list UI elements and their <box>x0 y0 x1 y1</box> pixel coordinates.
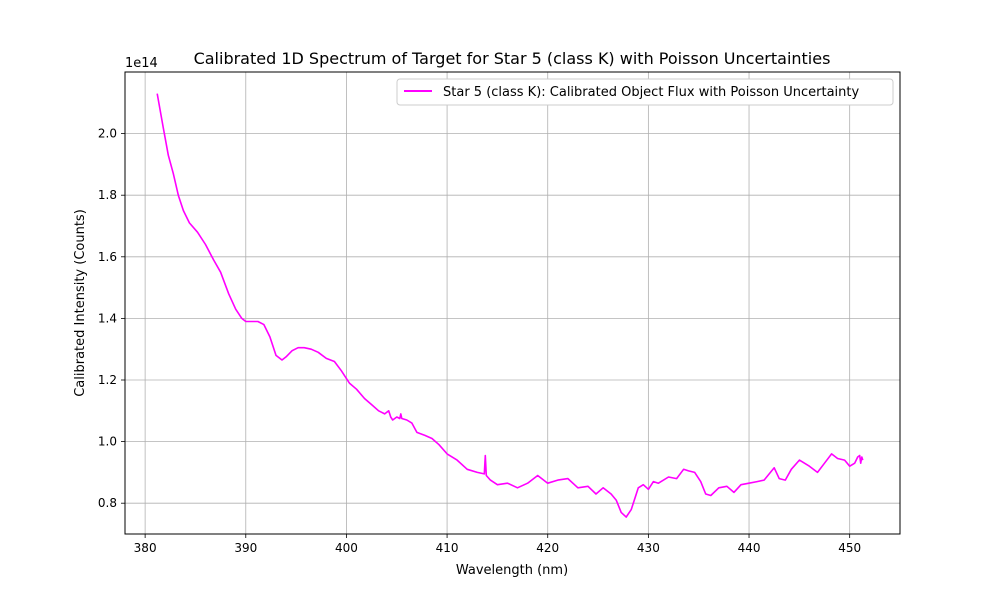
x-axis: 380 390 400 410 420 430 440 450 <box>134 534 861 555</box>
y-tick-label: 1.8 <box>98 188 117 202</box>
y-tick-label: 0.8 <box>98 496 117 510</box>
y-tick-label: 1.4 <box>98 311 117 325</box>
plot-area <box>156 93 864 518</box>
x-tick-label: 400 <box>335 541 358 555</box>
plot-frame <box>124 71 901 535</box>
x-tick-label: 440 <box>738 541 761 555</box>
x-tick-label: 410 <box>436 541 459 555</box>
x-tick-label: 450 <box>838 541 861 555</box>
x-axis-label: Wavelength (nm) <box>456 563 568 578</box>
y-tick-label: 1.0 <box>98 435 117 449</box>
y-tick-label: 1.2 <box>98 373 117 387</box>
y-tick-label: 2.0 <box>98 127 117 141</box>
x-tick-label: 390 <box>234 541 257 555</box>
series-line <box>156 93 864 518</box>
grid <box>125 72 900 534</box>
chart-title: Calibrated 1D Spectrum of Target for Sta… <box>194 49 831 68</box>
x-tick-label: 420 <box>536 541 559 555</box>
legend: Star 5 (class K): Calibrated Object Flux… <box>396 78 894 106</box>
y-tick-label: 1.6 <box>98 250 117 264</box>
x-tick-label: 380 <box>134 541 157 555</box>
legend-box <box>396 78 894 106</box>
y-axis: 0.8 1.0 1.2 1.4 1.6 1.8 2.0 <box>98 127 125 510</box>
x-tick-label: 430 <box>637 541 660 555</box>
y-axis-label: Calibrated Intensity (Counts) <box>73 209 88 397</box>
legend-label: Star 5 (class K): Calibrated Object Flux… <box>443 85 859 100</box>
y-offset-label: 1e14 <box>125 56 158 71</box>
